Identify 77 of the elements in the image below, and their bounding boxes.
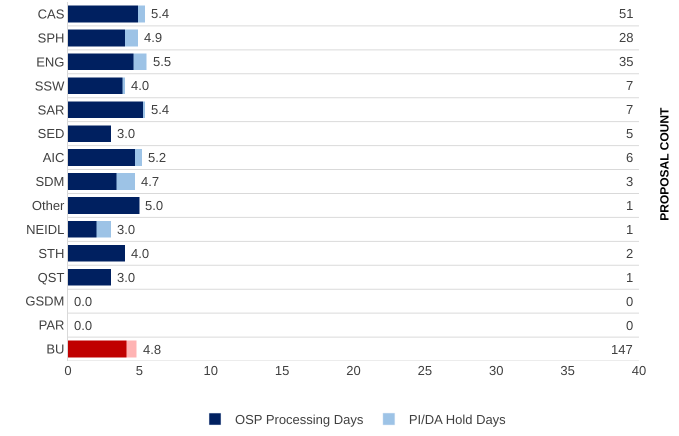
total-label: 5.4 [151, 6, 170, 21]
bar [138, 6, 146, 22]
annotation: 1 [626, 222, 634, 237]
annotation: 7 [626, 78, 634, 93]
bar [135, 149, 142, 166]
y-tick-label: SSW [34, 78, 66, 94]
y-tick-label: SAR [38, 102, 64, 118]
annotation: 7 [626, 102, 634, 117]
total-label: 5.0 [145, 198, 164, 213]
total-label: 5.5 [153, 54, 172, 69]
total-label: 0.0 [74, 318, 92, 333]
total-label: 4.9 [144, 30, 162, 45]
x-tick-label: 30 [489, 363, 504, 378]
y-tick-label: STH [38, 246, 64, 261]
annotation: 1 [626, 270, 634, 285]
annotation: 3 [626, 174, 634, 189]
total-label: 0.0 [74, 294, 92, 309]
bar [116, 173, 136, 190]
y-tick-label: PAR [38, 318, 64, 333]
bar [68, 77, 122, 94]
y-tick-label: CAS [38, 6, 65, 22]
x-tick-label: 40 [632, 363, 646, 378]
annotation: 1 [626, 198, 634, 213]
bar [126, 340, 137, 358]
bar [68, 220, 97, 238]
annotation: 28 [619, 30, 634, 45]
x-tick-label: 10 [204, 363, 218, 378]
legend-label: OSP Processing Days [235, 412, 364, 428]
annotation: 35 [619, 54, 634, 69]
y-tick-label: NEIDL [26, 222, 64, 237]
bar [68, 197, 140, 214]
y-tick-label: SDM [36, 174, 64, 190]
y-tick-label: ENG [36, 54, 64, 70]
bar [96, 220, 111, 238]
x-tick-label: 20 [346, 363, 361, 378]
y-tick-label: SPH [38, 30, 64, 46]
bar [125, 30, 138, 46]
bar [68, 340, 127, 358]
bar [134, 53, 147, 70]
bar [68, 149, 136, 166]
annotation: 5 [626, 126, 634, 141]
bar [68, 125, 111, 142]
y-tick-label: Other [32, 198, 66, 213]
annotation: 51 [619, 6, 634, 21]
y2-axis-title: PROPOSAL COUNT [658, 107, 672, 221]
bar [68, 268, 111, 286]
bar [68, 173, 117, 190]
total-label: 4.0 [131, 246, 150, 261]
x-tick-label: 15 [274, 363, 290, 378]
total-label: 4.0 [131, 78, 150, 93]
bar [68, 53, 134, 70]
bar [68, 30, 126, 46]
y-tick-label: BU [46, 342, 64, 357]
annotation: 0 [626, 318, 634, 333]
bar [68, 101, 144, 118]
x-tick-label: 5 [136, 363, 143, 378]
bar [68, 6, 138, 22]
annotation: 0 [626, 294, 634, 309]
total-label: 5.2 [148, 150, 166, 165]
y-tick-label: QST [38, 270, 64, 285]
total-label: 3.0 [117, 270, 136, 285]
total-label: 5.4 [151, 102, 170, 117]
bar [68, 244, 126, 262]
x-tick-label: 35 [560, 363, 575, 378]
y-tick-label: AIC [42, 150, 64, 166]
annotation: 6 [626, 150, 634, 165]
total-label: 3.0 [117, 222, 136, 237]
total-label: 4.8 [143, 342, 162, 357]
x-tick-label: 25 [418, 363, 432, 378]
annotation: 2 [626, 246, 634, 261]
x-tick-label: 0 [64, 363, 72, 378]
y-tick-label: GSDM [25, 294, 64, 309]
y-tick-label: SED [38, 126, 64, 142]
total-label: 3.0 [117, 126, 136, 141]
legend-label: PI/DA Hold Days [408, 412, 506, 428]
annotation: 147 [611, 342, 633, 357]
total-label: 4.7 [141, 174, 160, 189]
